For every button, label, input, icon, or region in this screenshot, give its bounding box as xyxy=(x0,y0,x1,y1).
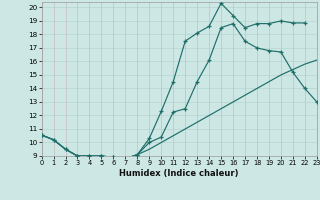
X-axis label: Humidex (Indice chaleur): Humidex (Indice chaleur) xyxy=(119,169,239,178)
